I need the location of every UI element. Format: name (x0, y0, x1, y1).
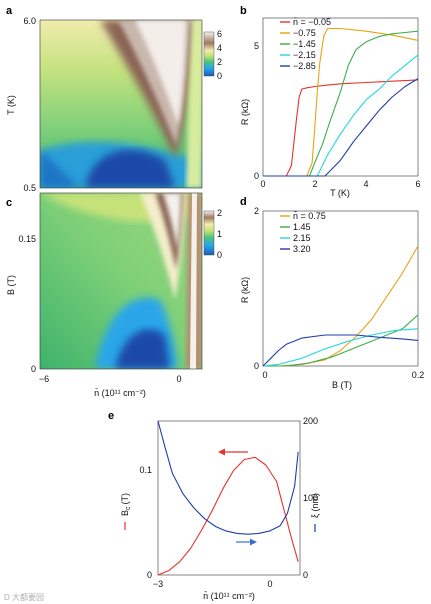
panel-b-legend-label-1: −0.75 (293, 28, 316, 38)
panel-e-ytick-left-0: 0 (147, 570, 152, 580)
panel-d-frame (262, 210, 419, 367)
panel-e-ytick-right-200: 200 (303, 416, 318, 426)
panel-a-colorbar (203, 31, 215, 77)
panel-b-series-line-4 (263, 78, 419, 177)
panel-c-xlabel: n̄ (10¹¹ cm⁻²) (94, 388, 146, 398)
panel-e-xlabel: n̄ (10¹¹ cm⁻²) (203, 591, 255, 601)
panel-d-label: d (240, 196, 247, 208)
panel-b-xtick-0: 0 (260, 179, 265, 189)
panel-b-legend-label-2: −1.45 (293, 39, 316, 49)
panel-b-xtick-6: 6 (415, 179, 420, 189)
panel-e-ylabel-left: Bc(T) (120, 493, 132, 530)
panel-d-ylabel: R (kΩ) (240, 277, 250, 303)
panel-a-cbar-tick-0: 0 (217, 71, 222, 81)
panel-b-ytick-5: 5 (254, 41, 259, 51)
panel-b-legend-label-3: −2.15 (293, 50, 316, 60)
panel-d-series (262, 245, 419, 367)
panel-b-series (263, 27, 419, 177)
panel-b-xtick-4: 4 (363, 179, 368, 189)
panel-a-ytick-top: 6.0 (23, 16, 36, 26)
panel-c-cbar-tick-1: 1 (217, 229, 222, 239)
panel-d-xlabel: B (T) (332, 380, 352, 390)
panel-e-ytick-right-0: 0 (303, 570, 308, 580)
panel-b-ylabel: R (kΩ) (240, 99, 250, 125)
panel-d-ytick-0: 0 (254, 361, 259, 371)
panel-b-series-line-2 (263, 30, 419, 177)
panel-b-legend: n̄ = −0.05−0.75−1.45−2.15−2.85 (280, 17, 331, 71)
panel-e-series-line-0 (157, 456, 299, 576)
panel-a-label: a (6, 5, 13, 17)
panel-e-arrow-left (218, 448, 248, 456)
panel-e-series-line-1 (157, 420, 299, 535)
panel-d-series-line-1 (263, 314, 419, 367)
panel-d-legend-label-3: 3.20 (293, 244, 311, 254)
panel-e-ytick-right-100: 100 (303, 493, 318, 503)
panel-c-heatmap (40, 193, 202, 369)
panel-a-ylabel: T (K) (6, 95, 16, 115)
panel-d-legend-label-0: n̄ = 0.75 (293, 211, 326, 221)
panel-e-ytick-left-01: 0.1 (139, 465, 152, 475)
panel-c-xtick-0: 0 (176, 374, 181, 384)
panel-c-ylabel: B (T) (6, 275, 16, 295)
panel-c-cbar-tick-2: 2 (217, 208, 222, 218)
panel-e-frame (157, 420, 301, 576)
panel-c-frame (39, 192, 203, 370)
panel-d-series-line-0 (263, 245, 419, 367)
panel-d-series-line-3 (262, 334, 419, 367)
panel-d-series-line-2 (262, 328, 419, 367)
panel-a-cbar-tick-4: 4 (217, 43, 222, 53)
panel-e-xtick-0: 0 (267, 579, 272, 589)
panel-e-ylabel-left-text: Bc(T) (120, 493, 132, 516)
panel-c-cbar-tick-0: 0 (217, 250, 222, 260)
panel-d-legend-label-2: 2.15 (293, 233, 311, 243)
panel-d-xtick-02: 0.2 (412, 370, 425, 380)
panel-a-frame (39, 19, 203, 189)
panel-b-legend-label-0: n̄ = −0.05 (293, 17, 331, 27)
panel-e-series (157, 420, 299, 576)
panel-b-xlabel: T (K) (330, 188, 350, 198)
panel-c-ytick-015: 0.15 (18, 234, 36, 244)
panel-d-legend: n̄ = 0.751.452.153.20 (280, 211, 326, 254)
panel-b-ytick-0: 0 (254, 171, 259, 181)
panel-a-heatmap (40, 20, 202, 188)
panel-c-xtick-neg6: −6 (39, 374, 49, 384)
panel-d-xtick-0: 0 (262, 370, 267, 380)
panel-b-legend-label-4: −2.85 (293, 61, 316, 71)
panel-e-label: e (108, 410, 114, 422)
panel-b-frame (262, 17, 419, 177)
panel-b-series-line-1 (263, 27, 419, 177)
panel-b-series-line-0 (263, 79, 419, 177)
panel-d-legend-label-1: 1.45 (293, 222, 311, 232)
panel-b-label: b (240, 5, 247, 17)
watermark: D 大都要园 (4, 592, 44, 602)
panel-b-xtick-2: 2 (312, 179, 317, 189)
panel-e-arrow-right (236, 538, 257, 546)
panel-e-xtick-neg3: −3 (153, 579, 163, 589)
panel-c-ytick-0: 0 (31, 364, 36, 374)
panel-c-colorbar (203, 210, 215, 256)
panel-b-series-line-3 (263, 54, 419, 177)
panel-a-cbar-tick-6: 6 (217, 29, 222, 39)
panel-c-label: c (6, 197, 12, 209)
panel-d-ytick-2: 2 (254, 206, 259, 216)
panel-a-cbar-tick-2: 2 (217, 57, 222, 67)
panel-e-ylabel-right-text: ξ (nm) (310, 493, 320, 518)
panel-e-ylabel-right: ξ (nm) (310, 493, 320, 532)
panel-a-ytick-bottom: 0.5 (23, 183, 36, 193)
